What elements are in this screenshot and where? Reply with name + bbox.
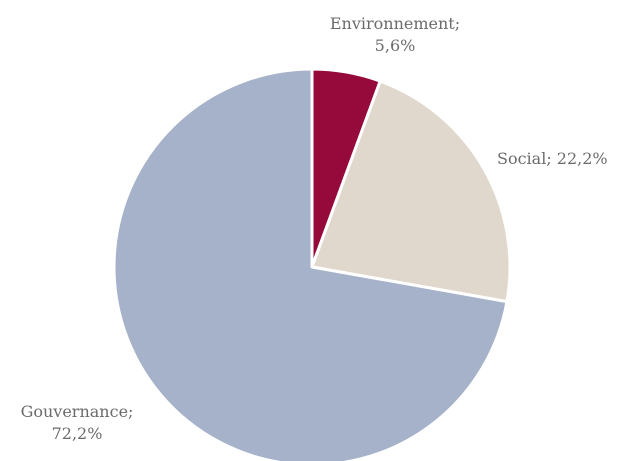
slice-label-line: Social; 22,2% xyxy=(497,149,608,168)
pie-slice-social xyxy=(310,79,512,304)
slice-label-line: Gouvernance; xyxy=(21,402,134,421)
slice-label-line: 72,2% xyxy=(52,424,103,443)
slice-label-environnement: Environnement; 5,6% xyxy=(330,14,460,55)
slice-label-social: Social; 22,2% xyxy=(497,149,608,168)
slice-label-gouvernance: Gouvernance; 72,2% xyxy=(21,402,134,443)
pie-slice-gouvernance xyxy=(112,67,509,461)
pie-slices xyxy=(112,67,512,461)
pie-labels: Environnement; 5,6% Social; 22,2% Gouvernan… xyxy=(21,14,608,443)
slice-label-line: Environnement; xyxy=(330,14,460,33)
slice-label-line: 5,6% xyxy=(375,36,416,55)
